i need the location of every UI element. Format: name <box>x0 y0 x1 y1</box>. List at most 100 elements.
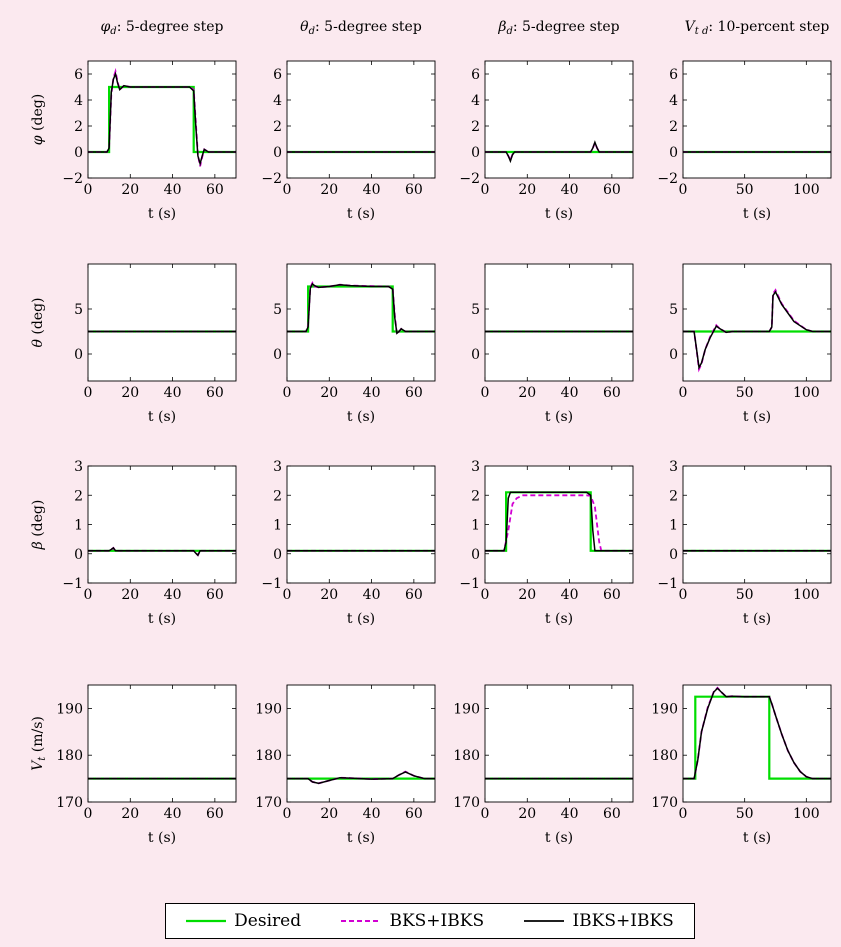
y-tick-label: 170 <box>453 795 480 811</box>
y-tick-label: 0 <box>74 347 83 363</box>
y-tick-label: 2 <box>273 119 282 135</box>
x-tick-label: 0 <box>481 182 490 198</box>
x-tick-label: 40 <box>561 806 579 822</box>
series-ibks <box>683 290 831 370</box>
legend-swatch-bks-ibks <box>341 920 382 922</box>
plot-frame <box>286 465 436 584</box>
x-tick-label: 20 <box>320 806 338 822</box>
plot-area <box>683 685 831 802</box>
y-tick-label: 180 <box>56 748 83 764</box>
x-axis-label: t (s) <box>545 611 573 627</box>
x-tick-label: 40 <box>363 587 381 603</box>
y-tick-label: 6 <box>669 67 678 83</box>
plot-area <box>485 685 633 802</box>
plot-frame <box>682 60 832 179</box>
x-tick-label: 40 <box>363 806 381 822</box>
plot-area <box>88 466 236 583</box>
plot-frame <box>484 60 634 179</box>
x-tick-label: 60 <box>405 806 423 822</box>
y-tick-label: 1 <box>669 518 678 534</box>
y-tick-label: 5 <box>669 302 678 318</box>
x-tick-label: 0 <box>679 587 688 603</box>
y-tick-label: 170 <box>56 795 83 811</box>
y-tick-label: 180 <box>255 748 282 764</box>
x-axis-label: t (s) <box>545 830 573 846</box>
x-tick-label: 40 <box>164 385 182 401</box>
y-axis-label: β (deg) <box>30 500 46 551</box>
x-axis-label: t (s) <box>743 409 771 425</box>
y-tick-label: −2 <box>459 171 480 187</box>
x-tick-label: 60 <box>405 587 423 603</box>
plot-area <box>485 466 633 583</box>
x-axis-label: t (s) <box>148 409 176 425</box>
series-ibks <box>485 140 633 164</box>
y-tick-label: 170 <box>651 795 678 811</box>
x-tick-label: 0 <box>679 182 688 198</box>
x-axis-label: t (s) <box>545 409 573 425</box>
plot-frame <box>286 684 436 803</box>
x-tick-label: 20 <box>518 182 536 198</box>
y-tick-label: 190 <box>56 701 83 717</box>
y-tick-label: 0 <box>273 547 282 563</box>
x-tick-label: 40 <box>363 385 381 401</box>
plot-frame <box>682 684 832 803</box>
series-ibks <box>287 282 435 335</box>
legend-label-ibks-ibks: IBKS+IBKS <box>572 911 674 931</box>
x-tick-label: 60 <box>206 182 224 198</box>
x-tick-label: 60 <box>206 587 224 603</box>
x-tick-label: 0 <box>481 806 490 822</box>
panel-r4-c4: 0 50 100 170 180 190 t (s) <box>651 684 832 846</box>
panel-r2-c3: 0 20 40 60 0 5 t (s) <box>471 263 634 425</box>
panel-r4-c2: 0 20 40 60 170 180 190 t (s) <box>255 684 436 846</box>
x-tick-label: 40 <box>561 182 579 198</box>
y-tick-label: 2 <box>471 119 480 135</box>
y-tick-label: 2 <box>471 488 480 504</box>
x-tick-label: 40 <box>363 182 381 198</box>
plot-area <box>683 264 831 381</box>
y-tick-label: 2 <box>74 119 83 135</box>
y-tick-label: 4 <box>471 93 480 109</box>
x-axis-label: t (s) <box>347 206 375 222</box>
plot-frame <box>87 465 237 584</box>
y-tick-label: 0 <box>669 145 678 161</box>
legend-swatch-desired <box>186 919 227 923</box>
y-tick-label: 0 <box>74 145 83 161</box>
plot-area <box>287 685 435 802</box>
x-tick-label: 60 <box>405 385 423 401</box>
y-tick-label: 2 <box>669 119 678 135</box>
y-tick-label: 4 <box>669 93 678 109</box>
legend-item-ibks-ibks: IBKS+IBKS <box>524 911 674 931</box>
x-tick-label: 0 <box>84 806 93 822</box>
y-axis-label: θ (deg) <box>30 297 46 347</box>
y-tick-label: 0 <box>273 145 282 161</box>
plot-area <box>287 466 435 583</box>
y-tick-label: 3 <box>74 459 83 475</box>
x-axis-label: t (s) <box>743 206 771 222</box>
plot-area <box>88 264 236 381</box>
y-tick-label: 0 <box>669 347 678 363</box>
x-tick-label: 20 <box>121 182 139 198</box>
x-tick-label: 0 <box>481 385 490 401</box>
x-tick-label: 20 <box>518 806 536 822</box>
legend: Desired BKS+IBKS IBKS+IBKS <box>165 903 695 939</box>
plot-frame <box>682 465 832 584</box>
panel-r4-c3: 0 20 40 60 170 180 190 t (s) <box>453 684 634 846</box>
x-tick-label: 0 <box>84 182 93 198</box>
legend-label-bks-ibks: BKS+IBKS <box>389 911 485 931</box>
x-tick-label: 50 <box>736 587 754 603</box>
x-tick-label: 0 <box>679 806 688 822</box>
x-tick-label: 20 <box>320 182 338 198</box>
x-tick-label: 50 <box>736 806 754 822</box>
y-tick-label: 3 <box>471 459 480 475</box>
series-ibks <box>485 491 633 552</box>
x-axis-label: t (s) <box>148 830 176 846</box>
x-tick-label: 0 <box>481 587 490 603</box>
y-axis-label: φ (deg) <box>30 94 46 145</box>
x-tick-label: 0 <box>84 587 93 603</box>
y-tick-label: 170 <box>255 795 282 811</box>
